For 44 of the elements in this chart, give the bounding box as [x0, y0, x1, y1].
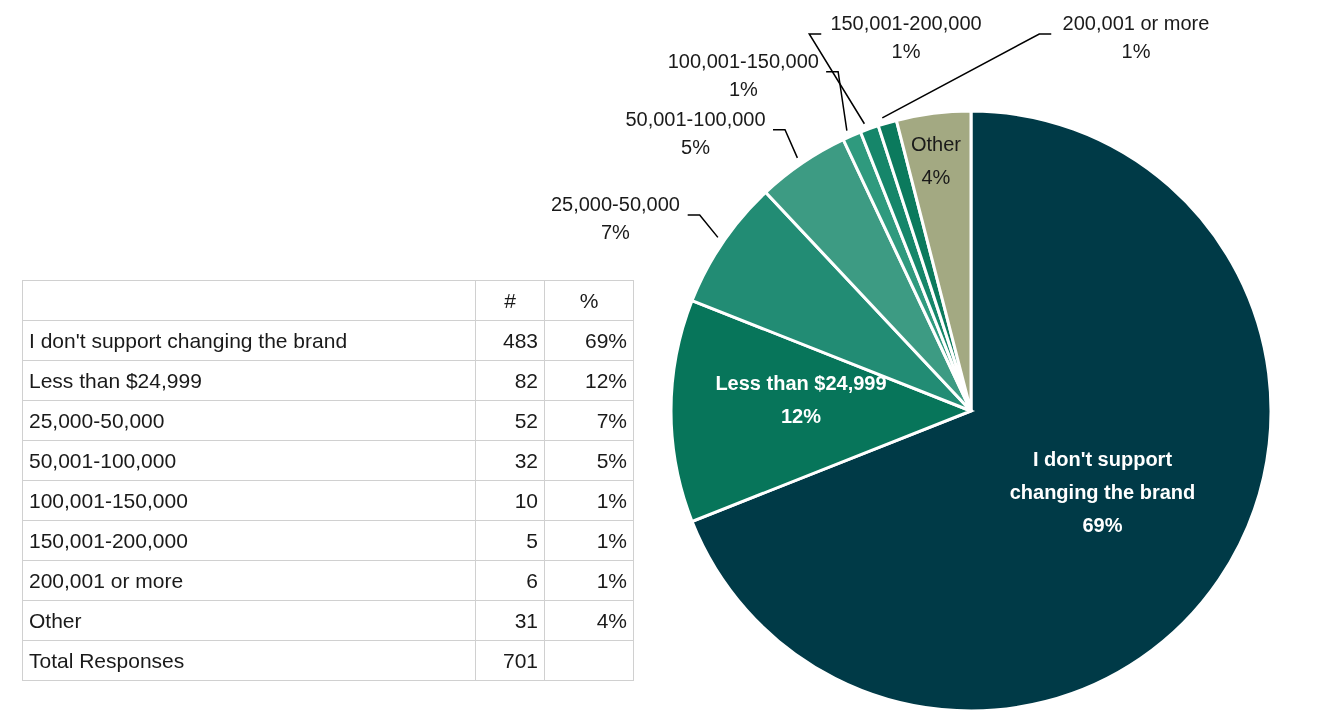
- slice-label: I don't support changing the brand: [1009, 447, 1196, 503]
- data-label: 6: [475, 560, 545, 601]
- data-label: 5%: [544, 440, 634, 481]
- category-label: Less than $24,999: [22, 360, 476, 401]
- data-label: 69%: [1082, 513, 1123, 536]
- data-label: 5%: [681, 135, 711, 158]
- data-label: 69%: [544, 320, 634, 361]
- slice-label: 100,001-150,000: [667, 49, 819, 72]
- data-label: 7%: [600, 221, 631, 244]
- slice-label: Less than $24,999: [715, 371, 887, 394]
- data-label: 1%: [544, 480, 634, 521]
- slice-label: 150,001-200,000: [830, 12, 982, 34]
- category-label: 50,001-100,000: [22, 440, 476, 481]
- category-label: 150,001-200,000: [22, 520, 476, 561]
- category-label: 200,001 or more: [22, 560, 476, 601]
- data-label: 4%: [544, 600, 634, 641]
- data-label: 10: [475, 480, 545, 521]
- category-label: 100,001-150,000: [22, 480, 476, 521]
- slice-label: 200,001 or more: [1062, 12, 1210, 34]
- data-label: 12%: [544, 360, 634, 401]
- data-label: 4%: [921, 166, 951, 189]
- legend-label: %: [544, 280, 634, 321]
- slice-label: 50,001-100,000: [625, 107, 766, 130]
- data-label: 5: [475, 520, 545, 561]
- slice-label: Other: [910, 133, 962, 156]
- data-label: 1%: [728, 77, 759, 100]
- data-label: 483: [475, 320, 545, 361]
- category-label: Other: [22, 600, 476, 641]
- data-label: 1%: [1121, 40, 1151, 62]
- data-label: 1%: [544, 560, 634, 601]
- data-label: 7%: [544, 400, 634, 441]
- data-label: 1%: [891, 40, 921, 62]
- data-label: 32: [475, 440, 545, 481]
- data-label: 82: [475, 360, 545, 401]
- slice-label: 25,000-50,000: [550, 193, 680, 216]
- data-label: 12%: [780, 404, 822, 427]
- data-label: 52: [475, 400, 545, 441]
- category-label: I don't support changing the brand: [22, 320, 476, 361]
- data-label: 31: [475, 600, 545, 641]
- series-label: #: [475, 280, 545, 321]
- data-label: 701: [475, 640, 545, 681]
- data-label: 1%: [544, 520, 634, 561]
- category-label: 25,000-50,000: [22, 400, 476, 441]
- category-label: Total Responses: [22, 640, 476, 681]
